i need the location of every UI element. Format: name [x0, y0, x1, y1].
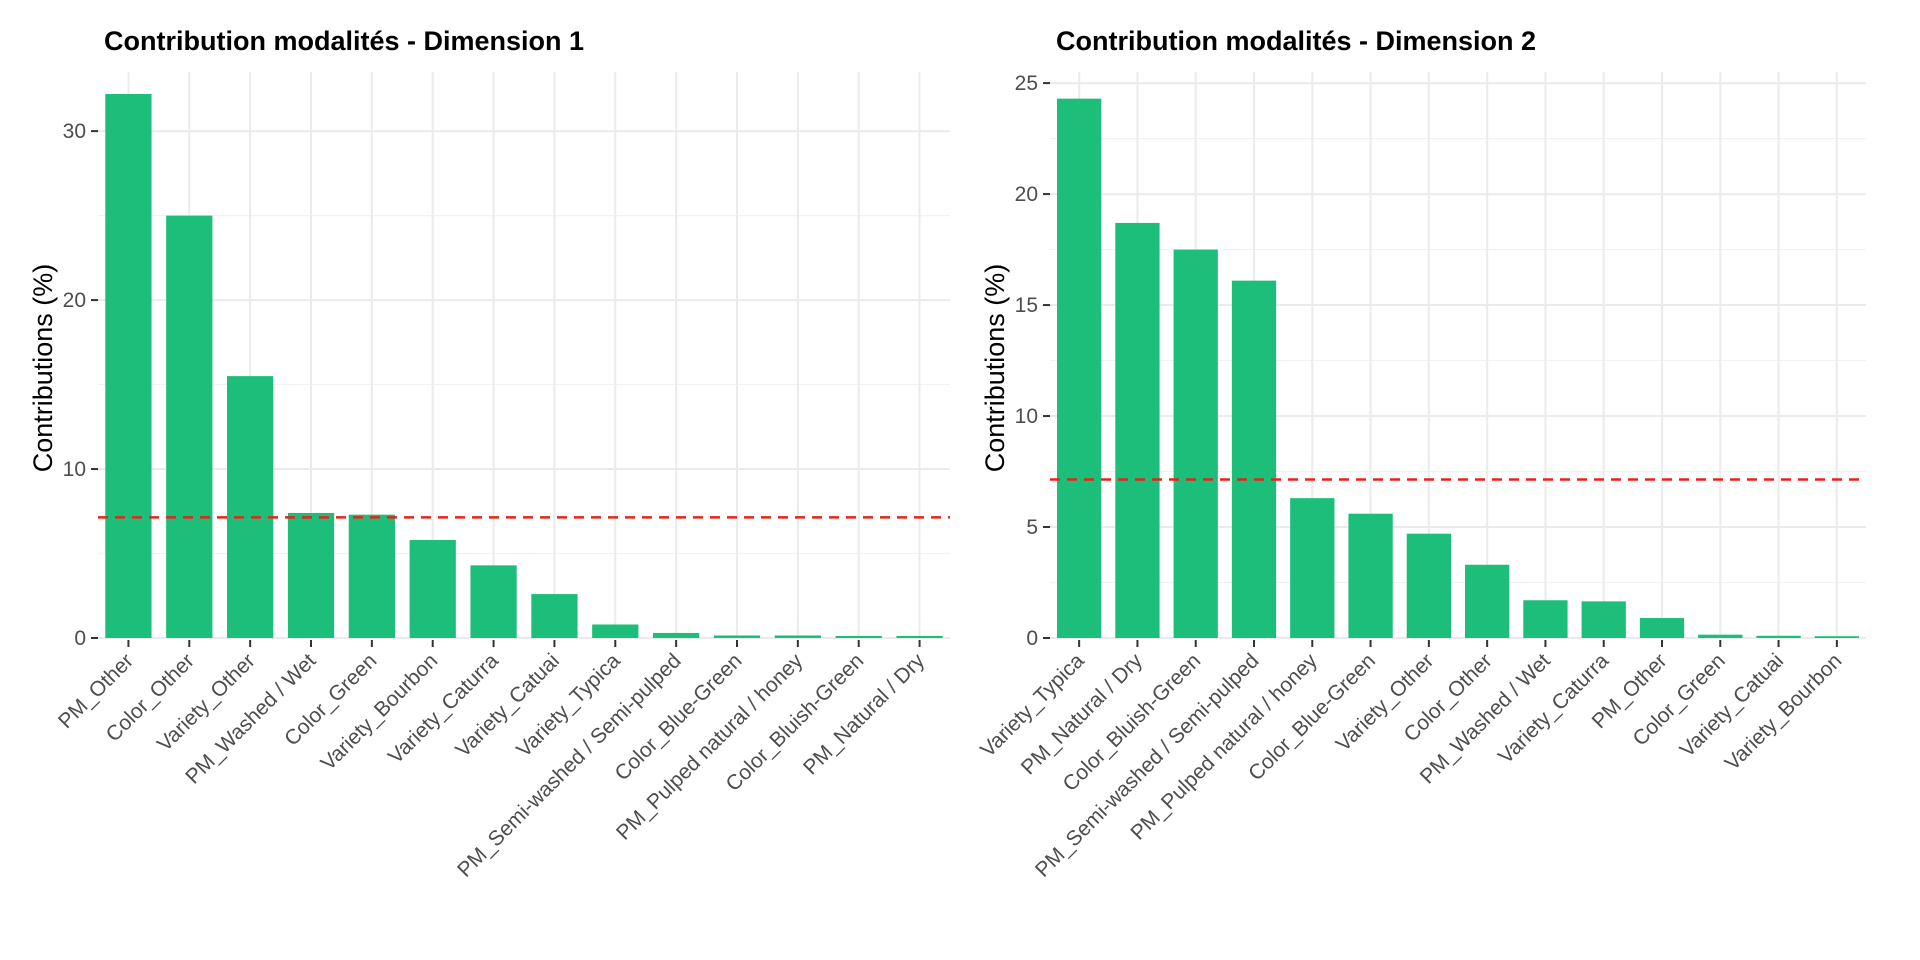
bar — [227, 376, 274, 638]
bar — [105, 93, 152, 639]
bars — [1056, 98, 1860, 638]
y-tick-label: 25 — [1015, 72, 1038, 95]
chart-title: Contribution modalités - Dimension 1 — [104, 26, 584, 56]
x-tick-label: Variety_Caturra — [384, 649, 503, 768]
y-axis-title: Contributions (%) — [980, 264, 1010, 473]
y-tick-label: 10 — [1015, 405, 1038, 428]
chart-title: Contribution modalités - Dimension 2 — [1056, 26, 1536, 56]
bar — [1231, 280, 1277, 638]
panel-dimension-2: Contribution modalités - Dimension 2 Con… — [976, 26, 1866, 882]
x-tick-label: Variety_Typica — [976, 649, 1089, 762]
bar — [1814, 636, 1860, 638]
x-tick-label: Variety_Catuai — [451, 649, 564, 762]
bar — [409, 540, 456, 638]
bar — [592, 624, 639, 638]
bar — [348, 514, 395, 638]
y-tick-label: 10 — [63, 458, 86, 481]
y-axis: 0 10 20 30 — [63, 120, 98, 650]
x-axis: PM_OtherColor_OtherVariety_OtherPM_Washe… — [54, 640, 929, 882]
bar — [896, 635, 943, 638]
bar — [470, 565, 517, 638]
y-tick-label: 0 — [74, 627, 86, 650]
y-tick-label: 20 — [1015, 183, 1038, 206]
bar — [1698, 634, 1743, 638]
bar — [1639, 618, 1685, 638]
bar — [1056, 98, 1102, 638]
bars — [105, 93, 943, 639]
bar — [1115, 222, 1160, 638]
bar — [1348, 513, 1393, 638]
grid — [1050, 72, 1866, 639]
bar — [531, 594, 578, 638]
bar — [1756, 635, 1801, 638]
bar — [1464, 564, 1510, 638]
bar — [1523, 600, 1568, 638]
bar — [835, 635, 882, 638]
bar — [287, 512, 335, 638]
bar — [166, 215, 213, 638]
y-axis-title: Contributions (%) — [28, 264, 58, 473]
bar — [774, 635, 821, 638]
grid — [98, 72, 950, 639]
bar — [653, 632, 700, 638]
bar — [1290, 498, 1335, 638]
y-tick-label: 0 — [1026, 627, 1038, 650]
y-tick-label: 30 — [63, 120, 86, 143]
bar — [1173, 249, 1218, 638]
bar — [1406, 533, 1452, 638]
bar — [1581, 601, 1626, 638]
y-axis: 0 5 10 15 20 25 — [1015, 72, 1050, 650]
x-tick-label: Variety_Typica — [512, 649, 625, 762]
y-tick-label: 20 — [63, 289, 86, 312]
x-tick-label: PM_Semi-washed / Semi-pulped — [453, 649, 686, 882]
y-tick-label: 5 — [1026, 516, 1038, 539]
y-tick-label: 15 — [1015, 294, 1038, 317]
bar — [713, 635, 761, 638]
x-tick-label: Variety_Catuai — [1676, 649, 1789, 762]
panel-dimension-1: Contribution modalités - Dimension 1 Con… — [28, 26, 950, 882]
